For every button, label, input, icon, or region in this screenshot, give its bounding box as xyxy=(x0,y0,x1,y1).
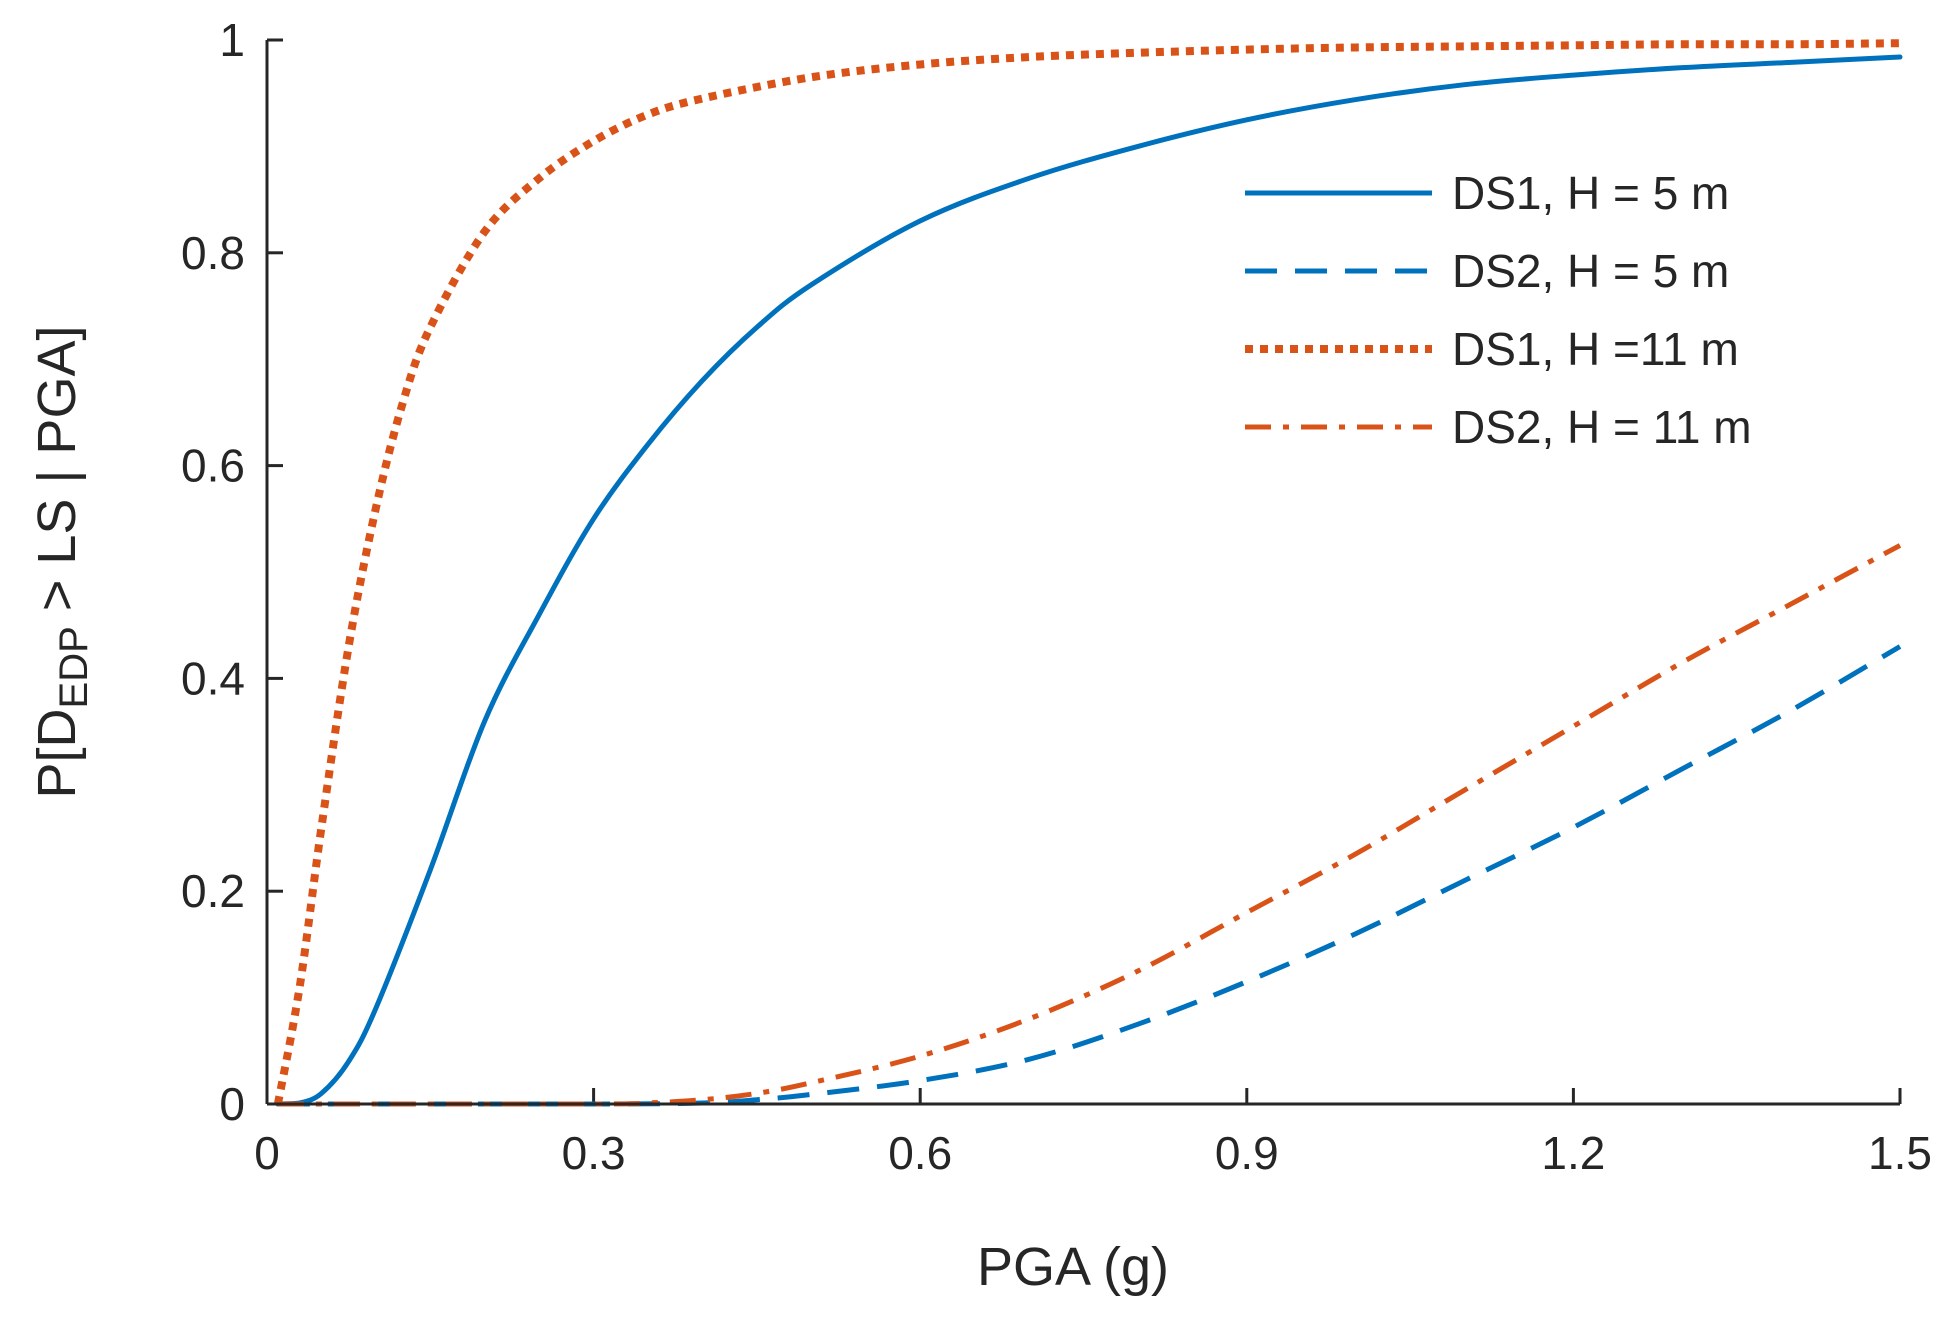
y-tick-label: 0.8 xyxy=(181,227,245,279)
legend: DS1, H = 5 m DS2, H = 5 m DS1, H =11 m DS2,… xyxy=(1245,167,1752,453)
x-tick-label: 0 xyxy=(254,1127,280,1179)
axes-frame xyxy=(265,40,1900,1106)
series-line-3 xyxy=(273,39,1901,1105)
series-line-1 xyxy=(275,54,1903,1107)
x-tick-label: 1.2 xyxy=(1541,1127,1605,1179)
y-tick-label: 1 xyxy=(219,14,245,66)
x-axis-title: PGA (g) xyxy=(977,1237,1169,1297)
legend-label-3: DS1, H =11 m xyxy=(1452,323,1739,375)
series-line-4 xyxy=(277,543,1902,1107)
y-tick-label: 0.4 xyxy=(181,652,245,704)
x-axis-ticks: 0 0.3 0.6 0.9 1.2 1.5 xyxy=(254,1088,1932,1179)
x-tick-label: 0.9 xyxy=(1215,1127,1279,1179)
y-tick-label: 0 xyxy=(219,1078,245,1130)
y-axis-ticks: 0 0.2 0.4 0.6 0.8 1 xyxy=(181,14,283,1130)
y-axis-title-prefix: P[D xyxy=(27,708,87,798)
x-tick-label: 0.3 xyxy=(562,1127,626,1179)
legend-label-2: DS2, H = 5 m xyxy=(1452,245,1729,297)
y-axis-title-subscript: EDP xyxy=(52,626,96,708)
y-tick-label: 0.6 xyxy=(181,440,245,492)
y-axis-title-suffix: > LS | PGA] xyxy=(27,326,87,627)
legend-label-4: DS2, H = 11 m xyxy=(1452,401,1752,453)
series-line-2 xyxy=(277,644,1902,1107)
y-axis-title: P[DEDP > LS | PGA] xyxy=(27,326,96,799)
x-tick-label: 1.5 xyxy=(1868,1127,1932,1179)
x-tick-label: 0.6 xyxy=(888,1127,952,1179)
legend-label-1: DS1, H = 5 m xyxy=(1452,167,1729,219)
y-tick-label: 0.2 xyxy=(181,865,245,917)
